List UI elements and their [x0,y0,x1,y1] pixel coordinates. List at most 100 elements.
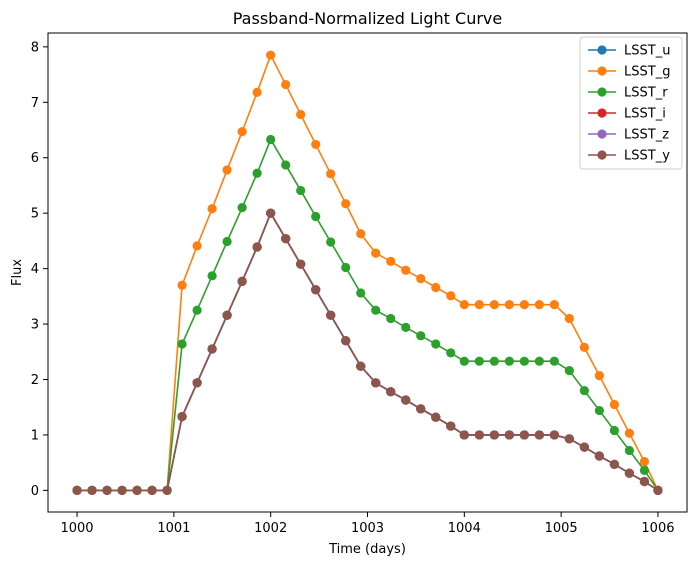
data-point [252,168,262,178]
data-point [162,485,172,495]
data-point [237,127,247,137]
data-point [549,300,559,310]
data-point [431,339,441,349]
data-point [579,342,589,352]
data-point [371,248,381,258]
data-point [207,344,217,354]
data-point [504,356,514,366]
data-point [519,356,529,366]
data-point [252,87,262,97]
data-point [237,276,247,286]
data-point [281,234,291,244]
data-point [549,430,559,440]
data-point [459,300,469,310]
x-tick-label: 1006 [641,521,674,536]
data-point [534,430,544,440]
legend: LSST_u LSST_g LSST_r LSST_i LSST_z LSST_y [579,36,683,170]
data-point [147,485,157,495]
y-tick-label: 7 [31,96,39,111]
y-axis: 0 1 2 3 4 5 6 7 8 [31,40,48,499]
data-point [177,280,187,290]
data-point [431,412,441,422]
legend-label: LSST_r [624,86,668,101]
data-point [459,356,469,366]
data-point [132,485,142,495]
x-tick-label: 1002 [254,521,287,536]
data-point [222,236,232,247]
data-point [474,356,484,366]
data-point [609,459,619,469]
series-lsst-i [72,208,663,495]
data-point [371,378,381,388]
data-point [446,421,456,431]
y-tick-label: 6 [31,151,39,166]
data-point [416,404,426,414]
data-point [519,430,529,440]
data-point [416,273,426,284]
data-point [72,485,82,495]
data-point [281,160,291,170]
data-point [579,442,589,452]
y-tick-label: 5 [31,207,39,222]
data-point [609,399,619,410]
data-point [504,430,514,440]
data-point [356,229,366,239]
legend-label: LSST_g [624,65,670,80]
series-lsst-y [72,208,663,495]
legend-label: LSST_i [624,107,666,122]
data-point [326,310,336,320]
data-point [192,305,202,315]
data-point [534,356,544,366]
data-point [653,485,663,495]
y-tick-label: 1 [31,428,39,443]
data-point [474,430,484,440]
data-point [177,412,187,422]
series-lsst-g [72,50,663,495]
data-point [639,465,650,476]
data-point [356,288,366,298]
y-tick-label: 8 [31,40,39,55]
plot-area [72,50,663,495]
data-point [624,428,634,438]
data-point [326,237,336,247]
data-point [266,134,276,145]
x-axis-label: Time (days) [328,542,406,557]
series-line [77,211,659,492]
data-point [474,300,484,310]
chart-title: Passband-Normalized Light Curve [233,9,502,28]
x-axis: 1000 1001 1002 1003 1004 1005 1006 [60,512,675,536]
y-tick-label: 0 [31,484,39,499]
data-point [624,445,634,456]
data-point [459,430,469,440]
data-point [579,385,589,396]
data-point [489,300,499,310]
data-point [489,430,499,440]
y-axis-label: Flux [10,259,25,286]
data-point [594,405,604,416]
data-point [296,259,306,269]
x-tick-label: 1005 [545,521,578,536]
data-point [266,208,276,218]
data-point [609,425,619,436]
data-point [386,256,396,267]
data-point [386,313,396,324]
data-point [326,169,336,179]
series-line [77,137,659,492]
data-point [401,395,411,405]
series-line [77,211,659,492]
data-point [371,305,381,315]
x-tick-label: 1004 [448,521,481,536]
legend-label: LSST_u [624,44,670,59]
data-point [564,366,574,376]
data-point [311,285,321,295]
data-point [192,241,202,251]
data-point [252,242,262,252]
data-point [102,485,112,495]
data-point [87,485,97,495]
data-point [117,485,127,495]
x-tick-label: 1001 [157,521,190,536]
legend-marker [597,87,607,97]
data-point [311,139,321,150]
data-point [639,456,650,467]
